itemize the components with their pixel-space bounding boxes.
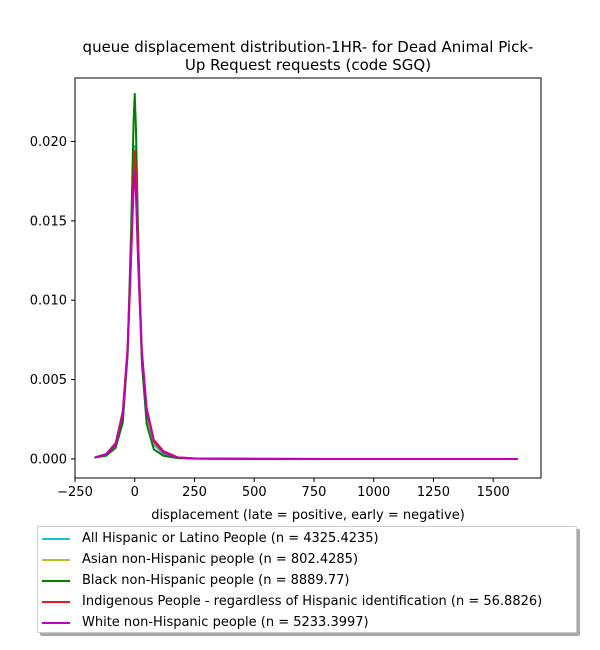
chart-title-line-2: Up Request requests (code SGQ) [185,56,431,74]
x-tick-label: 1000 [357,485,390,500]
chart-title-line-1: queue displacement distribution-1HR- for… [83,38,534,56]
x-tick-label: 750 [302,485,327,500]
legend-item: All Hispanic or Latino People (n = 4325.… [42,528,576,549]
legend-label: Indigenous People - regardless of Hispan… [82,594,543,609]
series-layer [94,92,519,460]
x-tick-label: 1250 [417,485,450,500]
series-line-0 [94,145,519,460]
y-tick-label: 0.010 [30,294,67,309]
x-tick-label: 1500 [477,485,510,500]
plot-frame [74,77,542,479]
legend-swatch [42,600,70,603]
y-tick-label: 0.015 [30,214,67,229]
x-tick-label: −250 [57,485,93,500]
x-axis: −250 0 250 500 750 1000 1250 1500 [57,478,510,500]
legend-label: All Hispanic or Latino People (n = 4325.… [82,531,379,546]
legend: All Hispanic or Latino People (n = 4325.… [37,526,577,633]
legend-label: Black non-Hispanic people (n = 8889.77) [82,573,350,588]
legend-swatch [42,537,70,540]
legend-swatch [42,621,70,624]
series-line-4 [94,169,519,460]
y-tick-label: 0.000 [30,452,67,467]
x-tick-label: 250 [182,485,207,500]
x-tick-label: 500 [242,485,267,500]
legend-item: Black non-Hispanic people (n = 8889.77) [42,570,576,591]
legend-label: White non-Hispanic people (n = 5233.3997… [82,615,369,630]
series-line-2 [94,92,519,460]
x-axis-label: displacement (late = positive, early = n… [151,508,465,523]
legend-item: Asian non-Hispanic people (n = 802.4285) [42,549,576,570]
series-line-3 [94,150,519,460]
y-tick-label: 0.005 [30,373,67,388]
legend-swatch [42,579,70,582]
legend-item: Indigenous People - regardless of Hispan… [42,591,576,612]
legend-label: Asian non-Hispanic people (n = 802.4285) [82,552,359,567]
chart-title: queue displacement distribution-1HR- for… [83,38,534,74]
legend-swatch [42,558,70,561]
series-line-1 [94,148,519,460]
y-axis: 0.000 0.005 0.010 0.015 0.020 [30,135,75,467]
legend-item: White non-Hispanic people (n = 5233.3997… [42,612,576,633]
y-tick-label: 0.020 [30,135,67,150]
x-tick-label: 0 [131,485,139,500]
